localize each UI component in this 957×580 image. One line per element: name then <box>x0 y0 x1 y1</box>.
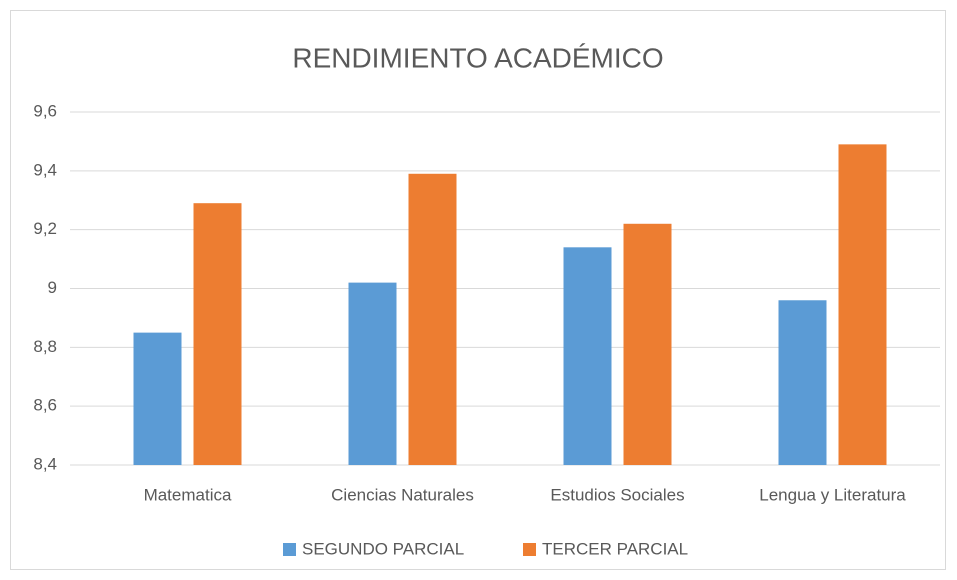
bar <box>408 173 457 465</box>
legend-label: SEGUNDO PARCIAL <box>302 539 464 558</box>
y-tick-label: 8,6 <box>33 396 57 415</box>
chart-title: RENDIMIENTO ACADÉMICO <box>292 42 663 73</box>
legend-swatch <box>523 543 536 556</box>
bar <box>838 144 887 465</box>
x-tick-label: Estudios Sociales <box>550 485 684 504</box>
bar <box>563 247 612 465</box>
y-tick-label: 9,4 <box>33 160 57 179</box>
y-tick-label: 8,8 <box>33 337 57 356</box>
chart-border <box>10 10 946 570</box>
bar <box>623 223 672 465</box>
bar <box>778 300 827 465</box>
bar <box>193 203 242 466</box>
legend-swatch <box>283 543 296 556</box>
x-tick-label: Lengua y Literatura <box>759 485 906 504</box>
y-tick-label: 8,4 <box>33 454 57 473</box>
bar <box>133 332 182 465</box>
legend-label: TERCER PARCIAL <box>542 539 688 558</box>
y-tick-label: 9,2 <box>33 219 57 238</box>
bar <box>348 282 397 465</box>
y-tick-label: 9 <box>48 278 57 297</box>
x-tick-label: Ciencias Naturales <box>331 485 474 504</box>
x-tick-label: Matematica <box>144 485 232 504</box>
y-tick-label: 9,6 <box>33 101 57 120</box>
